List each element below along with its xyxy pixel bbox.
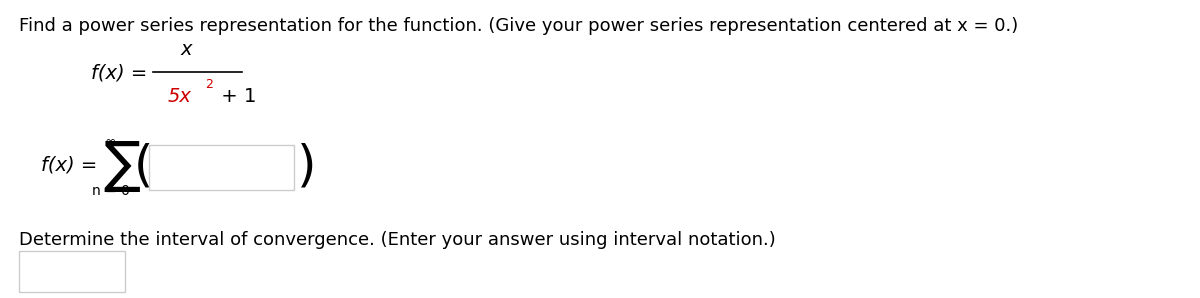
Text: $\sum$: $\sum$: [103, 139, 140, 194]
Text: x: x: [180, 40, 192, 59]
Text: f(x) =: f(x) =: [91, 63, 148, 83]
FancyBboxPatch shape: [19, 251, 125, 292]
Text: ∞: ∞: [104, 135, 116, 149]
Text: Determine the interval of convergence. (Enter your answer using interval notatio: Determine the interval of convergence. (…: [19, 231, 776, 249]
Text: f(x) =: f(x) =: [41, 156, 97, 175]
Text: ): ): [298, 142, 317, 190]
Text: (: (: [134, 142, 154, 190]
Text: n = 0: n = 0: [91, 184, 130, 198]
Text: + 1: + 1: [215, 87, 257, 106]
Text: Find a power series representation for the function. (Give your power series rep: Find a power series representation for t…: [19, 17, 1019, 35]
Text: 5x: 5x: [167, 87, 191, 106]
FancyBboxPatch shape: [150, 145, 294, 190]
Text: 2: 2: [205, 78, 212, 91]
